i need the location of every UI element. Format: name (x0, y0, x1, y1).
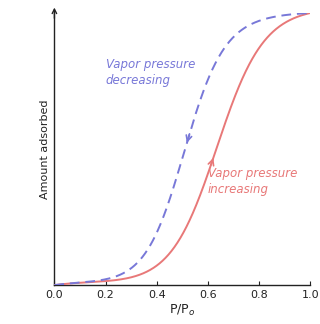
Text: Vapor pressure
increasing: Vapor pressure increasing (208, 167, 297, 196)
X-axis label: P/P$_o$: P/P$_o$ (169, 303, 196, 318)
Text: Vapor pressure
decreasing: Vapor pressure decreasing (106, 58, 195, 87)
Y-axis label: Amount adsorbed: Amount adsorbed (40, 99, 50, 199)
